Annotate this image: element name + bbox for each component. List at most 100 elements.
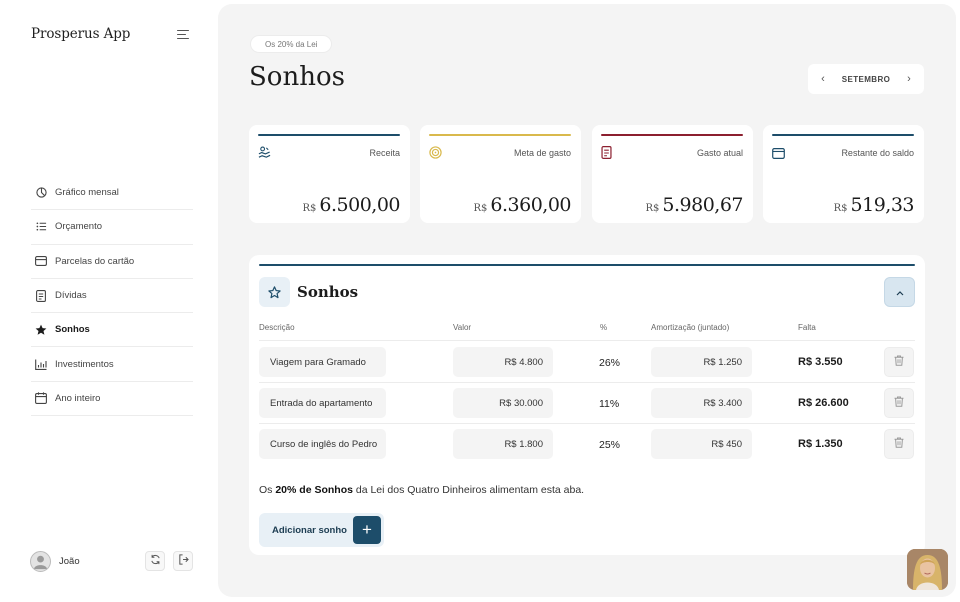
sidebar-item-label: Sonhos [55,324,90,336]
logout-icon [178,552,189,570]
sidebar-item-orcamento[interactable]: Orçamento [31,210,193,245]
sidebar-item-label: Parcelas do cartão [55,255,135,267]
section-pill: Os 20% da Lei [250,35,333,53]
card-value: R$ 6.360,00 [473,194,571,216]
card-value: R$ 519,33 [833,194,915,216]
main-content: Os 20% da Lei Sonhos ‹ SETEMBRO › Receit… [218,4,956,597]
amortizacao-field[interactable]: R$ 3.400 [651,388,752,418]
star-icon [35,324,47,336]
money-hand-icon [258,146,271,159]
column-header-valor: Valor [453,323,472,332]
add-dream-label: Adicionar sonho [272,524,347,536]
currency-label: R$ [473,203,488,214]
card-title: Restante do saldo [841,148,914,158]
sidebar: Prosperus App Gráfico mensal Orçamento P… [0,0,218,602]
note-text-bold: 20% de Sonhos [275,484,353,496]
month-label: SETEMBRO [841,74,891,84]
chevron-right-icon[interactable]: › [907,73,911,85]
descricao-field[interactable]: Viagem para Gramado [259,347,386,377]
target-icon [429,146,442,159]
user-name: João [59,556,80,567]
delete-button[interactable] [884,429,914,459]
pct-value: 26% [599,357,621,369]
table-row: Entrada do apartamento R$ 30.000 11% R$ … [259,383,915,424]
plus-icon: + [353,516,381,544]
summary-cards: Receita R$ 6.500,00 Meta de gasto R$ 6.360… [249,125,925,223]
card-meta-de-gasto: Meta de gasto R$ 6.360,00 [420,125,581,223]
card-accent-line [258,134,400,136]
wallet-icon [772,146,785,159]
card-value: R$ 6.500,00 [302,194,400,216]
sidebar-item-grafico-mensal[interactable]: Gráfico mensal [31,176,193,211]
descricao-field[interactable]: Curso de inglês do Pedro [259,429,386,459]
amortizacao-field[interactable]: R$ 450 [651,429,752,459]
trash-icon [894,435,904,453]
pct-value: 25% [599,439,621,451]
column-header-pct: % [600,323,608,332]
valor-field[interactable]: R$ 1.800 [453,429,553,459]
sidebar-item-label: Ano inteiro [55,392,101,404]
currency-label: R$ [645,203,660,214]
card-value: R$ 5.980,67 [645,194,743,216]
pct-value: 11% [599,398,620,410]
column-header-descricao: Descrição [259,323,295,332]
sidebar-item-label: Investimentos [55,358,114,370]
chevron-left-icon[interactable]: ‹ [821,73,825,85]
delete-button[interactable] [884,347,914,377]
credit-card-icon [35,255,47,267]
sidebar-nav: Gráfico mensal Orçamento Parcelas do car… [31,176,193,417]
sonhos-panel: Sonhos Descrição Valor % Amortização (ju… [249,255,925,555]
card-restante-do-saldo: Restante do saldo R$ 519,33 [763,125,924,223]
page-title: Sonhos [249,62,345,92]
list-icon [35,221,47,233]
avatar [30,551,51,572]
trash-icon [894,394,904,412]
sidebar-item-investimentos[interactable]: Investimentos [31,347,193,382]
sidebar-item-label: Gráfico mensal [55,187,119,199]
panel-title: Sonhos [297,283,359,301]
sidebar-item-sonhos[interactable]: Sonhos [31,313,193,348]
receipt-icon [601,146,614,159]
refresh-icon [150,552,161,570]
sidebar-item-parcelas-do-cartao[interactable]: Parcelas do cartão [31,245,193,279]
falta-value: R$ 26.600 [798,397,849,409]
card-amount: 519,33 [850,194,915,216]
currency-label: R$ [302,203,317,214]
card-amount: 6.360,00 [490,194,571,216]
card-accent-line [429,134,571,136]
amortizacao-field[interactable]: R$ 1.250 [651,347,752,377]
falta-value: R$ 3.550 [798,356,843,368]
table-header: Descrição Valor % Amortização (juntado) … [259,323,915,341]
card-accent-line [601,134,743,136]
panel-note: Os 20% de Sonhos da Lei dos Quatro Dinhe… [259,484,584,496]
bar-chart-icon [35,358,47,370]
valor-field[interactable]: R$ 30.000 [453,388,553,418]
card-accent-line [772,134,914,136]
falta-value: R$ 1.350 [798,438,843,450]
assistant-avatar[interactable] [907,549,948,590]
collapse-button[interactable] [884,277,915,307]
delete-button[interactable] [884,388,914,418]
column-header-amortizacao: Amortização (juntado) [651,323,730,332]
receipt-icon [35,289,47,302]
menu-toggle-icon[interactable] [177,30,189,40]
sidebar-item-dividas[interactable]: Dívidas [31,279,193,314]
sync-button[interactable] [145,551,165,571]
note-text-after: da Lei dos Quatro Dinheiros alimentam es… [352,484,585,496]
currency-label: R$ [833,203,848,214]
sidebar-item-ano-inteiro[interactable]: Ano inteiro [31,382,193,417]
card-title: Receita [369,148,400,158]
calendar-icon [35,392,47,405]
user-profile[interactable]: João [30,551,80,572]
card-gasto-atual: Gasto atual R$ 5.980,67 [592,125,753,223]
month-selector: ‹ SETEMBRO › [808,64,924,94]
logout-button[interactable] [173,551,193,571]
card-amount: 5.980,67 [662,194,743,216]
add-dream-button[interactable]: Adicionar sonho + [259,513,384,547]
valor-field[interactable]: R$ 4.800 [453,347,553,377]
card-amount: 6.500,00 [319,194,400,216]
app-name: Prosperus App [31,26,131,42]
descricao-field[interactable]: Entrada do apartamento [259,388,386,418]
table-row: Curso de inglês do Pedro R$ 1.800 25% R$… [259,424,915,465]
card-title: Meta de gasto [513,148,571,158]
